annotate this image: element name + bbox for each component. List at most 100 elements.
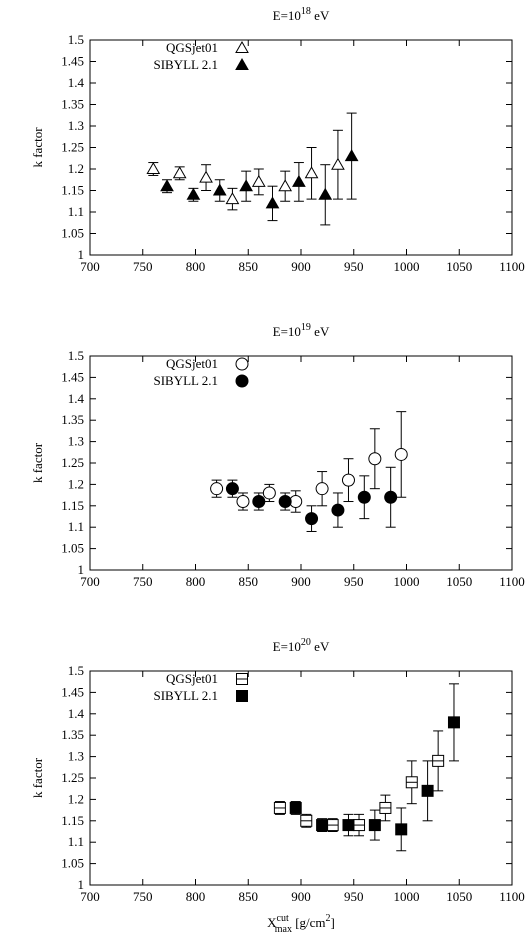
data-point	[225, 482, 239, 496]
x-tick-label: 700	[80, 259, 100, 274]
y-tick-label: 1.15	[61, 813, 84, 828]
x-axis-label: Xcut max [g/cm2]	[267, 913, 335, 935]
legend-label: SIBYLL 2.1	[153, 688, 218, 703]
data-point	[384, 490, 398, 504]
legend-marker	[235, 57, 249, 70]
data-point	[172, 166, 187, 179]
x-tick-label: 750	[133, 889, 153, 904]
y-tick-label: 1.35	[61, 412, 84, 427]
x-tick-label: 850	[239, 574, 259, 589]
y-tick-label: 1.5	[68, 663, 84, 678]
y-tick-label: 1	[78, 247, 85, 262]
data-point	[421, 784, 434, 797]
x-tick-label: 1000	[394, 889, 420, 904]
x-tick-label: 900	[291, 574, 311, 589]
data-point	[447, 716, 460, 729]
data-point	[251, 174, 266, 187]
chart-title: E=1020 eV	[273, 637, 330, 654]
y-tick-label: 1.25	[61, 455, 84, 470]
series-2	[160, 112, 359, 226]
x-tick-label: 950	[344, 574, 364, 589]
y-tick-label: 1.3	[68, 118, 84, 133]
x-tick-label: 1100	[499, 574, 525, 589]
data-point	[395, 823, 408, 836]
legend-label: QGSjet01	[166, 40, 218, 55]
data-point	[212, 183, 227, 196]
x-tick-label: 900	[291, 259, 311, 274]
chart-panel-2: 700 750 800 850 900 950 1000 1050 1100 1 1.05 1.1 1.…	[30, 322, 525, 589]
series-1	[146, 129, 345, 211]
x-tick-label: 750	[133, 259, 153, 274]
legend-marker	[235, 374, 249, 388]
data-point	[315, 482, 329, 496]
data-point	[318, 187, 333, 200]
data-point	[278, 495, 292, 509]
x-tick-label: 700	[80, 574, 100, 589]
x-tick-label: 800	[186, 889, 206, 904]
y-tick-label: 1.1	[68, 834, 84, 849]
series-1	[273, 730, 445, 837]
data-point	[236, 495, 250, 509]
data-point	[368, 819, 381, 832]
x-tick-label: 1050	[446, 574, 472, 589]
y-tick-label: 1.15	[61, 183, 84, 198]
y-tick-label: 1.4	[68, 706, 85, 721]
data-point	[305, 512, 319, 526]
y-axis-label: k factor	[30, 442, 45, 483]
data-point	[262, 486, 276, 500]
x-tick-label: 800	[186, 259, 206, 274]
chart-title: E=1018 eV	[273, 6, 330, 23]
x-tick-label: 750	[133, 574, 153, 589]
data-point	[186, 187, 201, 200]
x-tick-label: 1000	[394, 259, 420, 274]
legend-marker	[235, 357, 249, 371]
data-point	[357, 490, 371, 504]
data-point	[210, 482, 224, 496]
data-point	[199, 170, 213, 183]
y-tick-label: 1.4	[68, 391, 85, 406]
data-point	[225, 192, 240, 205]
y-tick-label: 1.05	[61, 226, 84, 241]
series-2	[289, 683, 460, 852]
legend-label: QGSjet01	[166, 671, 218, 686]
y-tick-label: 1.25	[61, 140, 84, 155]
y-tick-label: 1.15	[61, 498, 84, 513]
y-tick-label: 1	[78, 877, 85, 892]
x-tick-label: 1050	[446, 259, 472, 274]
chart-title: E=1019 eV	[273, 322, 330, 339]
data-point	[278, 179, 293, 192]
data-point	[289, 801, 302, 814]
plot-frame	[89, 355, 513, 571]
x-tick-label: 850	[239, 259, 259, 274]
data-point	[265, 196, 280, 209]
series-2	[225, 466, 398, 532]
data-point	[344, 149, 359, 162]
x-tick-label: 950	[344, 259, 364, 274]
data-point	[341, 473, 355, 487]
x-tick-label: 950	[344, 889, 364, 904]
y-tick-label: 1.2	[68, 161, 84, 176]
y-tick-label: 1.35	[61, 727, 84, 742]
data-point	[331, 157, 345, 170]
x-tick-label: 700	[80, 889, 100, 904]
y-tick-label: 1.5	[68, 32, 84, 47]
x-tick-label: 800	[186, 574, 206, 589]
legend-label: SIBYLL 2.1	[153, 373, 218, 388]
y-tick-label: 1.4	[68, 75, 85, 90]
chart-panel-1: 700 750 800 850 900 950 1000 1050 1100 1 1.05 1.1 1.…	[30, 6, 525, 274]
plot-frame	[89, 39, 513, 256]
x-tick-label: 900	[291, 889, 311, 904]
y-axis-label: k factor	[30, 757, 45, 798]
x-tick-label: 1000	[394, 574, 420, 589]
data-point	[331, 503, 345, 517]
data-point	[239, 179, 254, 192]
data-point	[394, 447, 408, 461]
y-tick-label: 1.3	[68, 434, 84, 449]
data-point	[368, 452, 382, 466]
legend-marker	[236, 690, 248, 702]
y-tick-label: 1.35	[61, 97, 84, 112]
y-tick-label: 1.45	[61, 684, 84, 699]
x-tick-label: 850	[239, 889, 259, 904]
